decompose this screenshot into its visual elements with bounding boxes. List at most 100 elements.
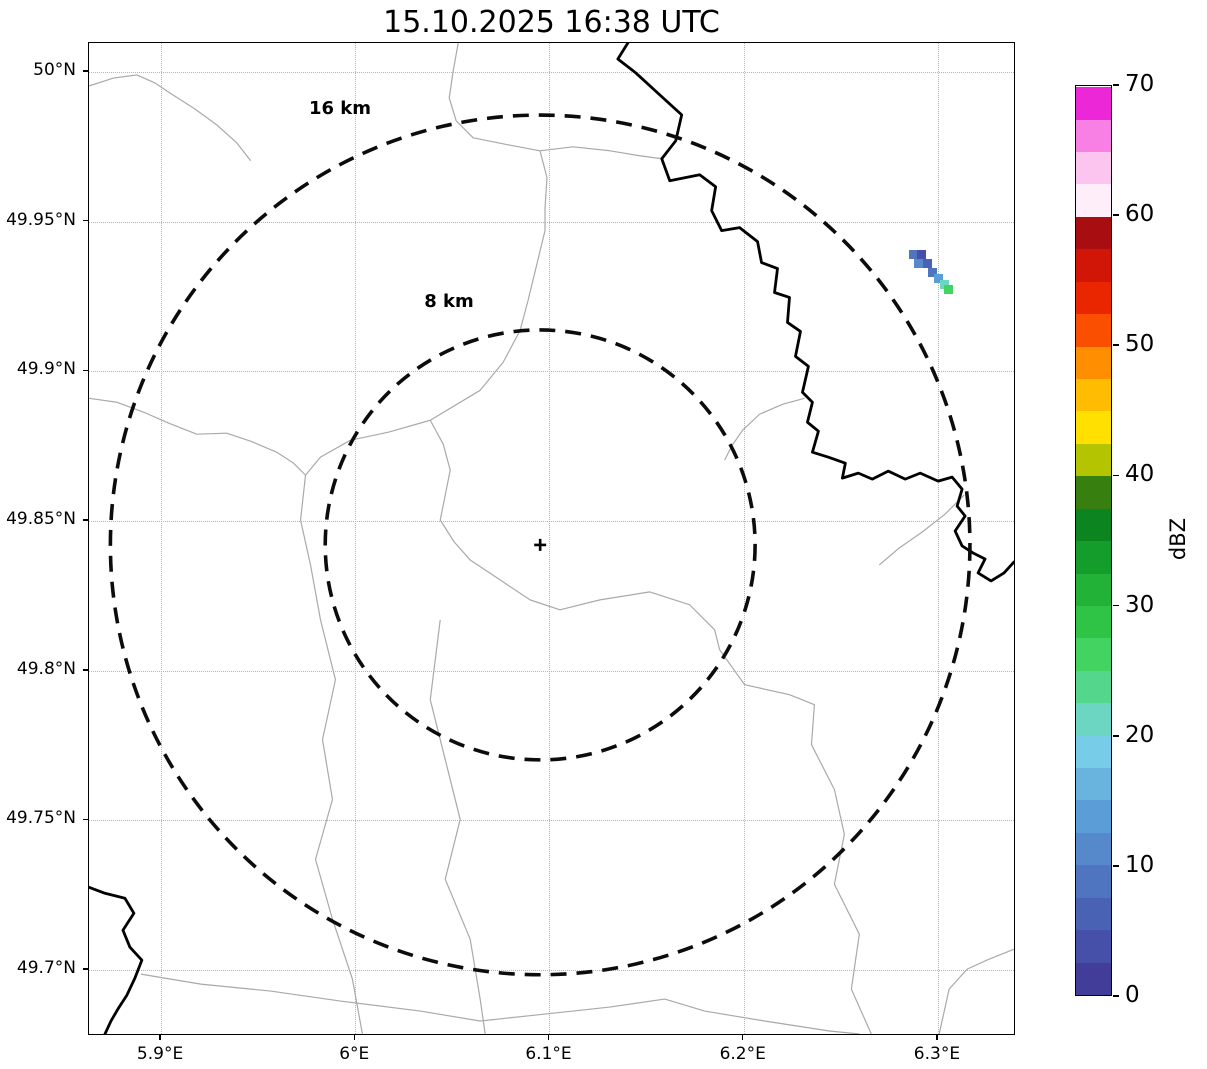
y-tick-label: 50°N bbox=[33, 60, 76, 81]
colorbar-segment bbox=[1076, 832, 1111, 866]
range-rings bbox=[108, 113, 972, 977]
colorbar-segment bbox=[1076, 702, 1111, 736]
y-axis-ticks: 50°N 49.95°N 49.9°N 49.85°N 49.8°N 49.75°N 49.… bbox=[0, 42, 88, 1035]
colorbar-segment bbox=[1076, 572, 1111, 606]
colorbar-tick-label: 20 bbox=[1125, 721, 1155, 748]
x-axis-ticks: 5.9°E 6°E 6.1°E 6.2°E 6.3°E bbox=[88, 1035, 1015, 1067]
colorbar-tick-layer: 0 10 20 30 40 50 60 70 bbox=[1113, 71, 1207, 1008]
colorbar-segments bbox=[1076, 86, 1111, 995]
x-tick-label: 6.1°E bbox=[525, 1044, 572, 1064]
plot-title: 15.10.2025 16:38 UTC bbox=[383, 5, 720, 40]
colorbar-segment bbox=[1076, 151, 1111, 185]
radar-echo-cell bbox=[908, 250, 918, 260]
colorbar-segment bbox=[1076, 605, 1111, 639]
colorbar-segment bbox=[1076, 86, 1111, 120]
colorbar-segment bbox=[1076, 443, 1111, 477]
y-tick-label: 49.7°N bbox=[16, 958, 76, 979]
y-tick-label: 49.8°N bbox=[16, 658, 76, 679]
colorbar-segment bbox=[1076, 540, 1111, 574]
x-tick-mark bbox=[936, 1035, 938, 1040]
range-ring-label-8km: 8 km bbox=[424, 291, 474, 312]
radar-map-plot: 16 km 8 km bbox=[88, 42, 1015, 1035]
grid-layer bbox=[89, 43, 1014, 1034]
gridline-horizontal bbox=[89, 820, 1014, 822]
colorbar-tick-mark bbox=[1113, 995, 1119, 997]
river-border-line bbox=[89, 43, 1014, 1034]
colorbar-segment bbox=[1076, 410, 1111, 444]
y-tick-label: 49.85°N bbox=[6, 509, 76, 530]
colorbar bbox=[1075, 85, 1112, 996]
x-tick-mark bbox=[741, 1035, 744, 1040]
colorbar-segment bbox=[1076, 119, 1111, 153]
x-tick-mark bbox=[159, 1035, 161, 1040]
colorbar-segment bbox=[1076, 929, 1111, 963]
colorbar-axis-label: dBZ bbox=[1166, 517, 1190, 561]
y-tick-label: 49.95°N bbox=[6, 209, 76, 230]
x-tick-label: 5.9°E bbox=[136, 1044, 184, 1064]
colorbar-segment bbox=[1076, 281, 1111, 315]
gridline-horizontal bbox=[89, 670, 1014, 672]
radar-echo-cell bbox=[922, 259, 932, 269]
colorbar-tick-label: 70 bbox=[1125, 71, 1155, 97]
radar-echo-cell bbox=[927, 267, 937, 277]
gridline-horizontal bbox=[89, 521, 1014, 523]
colorbar-segment bbox=[1076, 248, 1111, 282]
colorbar-segment bbox=[1076, 313, 1111, 347]
colorbar-tick-label: 30 bbox=[1125, 591, 1155, 618]
colorbar-tick-mark bbox=[1113, 474, 1119, 477]
gridline-horizontal bbox=[89, 970, 1014, 972]
radar-echo-cell bbox=[917, 250, 927, 260]
range-ring-8km bbox=[323, 328, 757, 762]
range-ring-16km bbox=[108, 113, 972, 977]
x-tick-mark bbox=[547, 1035, 550, 1040]
x-tick-label: 6.3°E bbox=[913, 1044, 961, 1064]
colorbar-tick-mark bbox=[1113, 344, 1119, 347]
colorbar-segment bbox=[1076, 345, 1111, 379]
gridline-vertical bbox=[549, 43, 551, 1034]
y-tick-label: 49.9°N bbox=[16, 359, 76, 380]
colorbar-segment bbox=[1076, 508, 1111, 542]
colorbar-segment bbox=[1076, 767, 1111, 801]
gridline-vertical bbox=[161, 43, 163, 1034]
gridline-horizontal bbox=[89, 221, 1014, 223]
map-layers bbox=[89, 43, 1014, 1034]
colorbar-tick-mark bbox=[1113, 214, 1119, 216]
colorbar-segment bbox=[1076, 183, 1111, 217]
radar-echo-cell bbox=[913, 258, 923, 268]
colorbar-tick-mark bbox=[1113, 865, 1119, 867]
colorbar-segment bbox=[1076, 864, 1111, 898]
radar-echo-cell bbox=[944, 285, 954, 295]
colorbar-tick-mark bbox=[1113, 84, 1119, 86]
colorbar-tick-mark bbox=[1113, 604, 1119, 607]
y-tick-mark bbox=[83, 818, 88, 821]
colorbar-tick-label: 0 bbox=[1125, 982, 1140, 1008]
y-tick-label: 49.75°N bbox=[6, 808, 76, 829]
gridline-vertical bbox=[355, 43, 357, 1034]
admin-boundary-lines bbox=[89, 43, 1014, 1034]
colorbar-segment bbox=[1076, 735, 1111, 769]
colorbar-segment bbox=[1076, 378, 1111, 412]
gridline-horizontal bbox=[89, 371, 1014, 373]
colorbar-segment bbox=[1076, 216, 1111, 250]
radar-echo-layer bbox=[89, 43, 1014, 1034]
colorbar-segment bbox=[1076, 799, 1111, 833]
gridline-horizontal bbox=[89, 72, 1014, 74]
colorbar-tick-mark bbox=[1113, 734, 1119, 737]
colorbar-segment bbox=[1076, 670, 1111, 704]
y-tick-mark bbox=[83, 669, 88, 671]
colorbar-segment bbox=[1076, 637, 1111, 671]
colorbar-segment bbox=[1076, 897, 1111, 931]
x-tick-mark bbox=[353, 1035, 356, 1040]
y-tick-mark bbox=[83, 519, 88, 521]
colorbar-tick-label: 10 bbox=[1125, 851, 1155, 878]
gridline-vertical bbox=[743, 43, 745, 1034]
y-tick-mark bbox=[83, 369, 88, 372]
radar-center-marker bbox=[534, 538, 547, 551]
colorbar-segment bbox=[1076, 961, 1111, 995]
range-ring-label-16km: 16 km bbox=[308, 98, 372, 119]
x-tick-label: 6°E bbox=[339, 1044, 370, 1064]
colorbar-tick-label: 60 bbox=[1125, 201, 1155, 228]
radar-echo-cell bbox=[939, 280, 949, 290]
colorbar-tick-label: 40 bbox=[1125, 461, 1155, 488]
